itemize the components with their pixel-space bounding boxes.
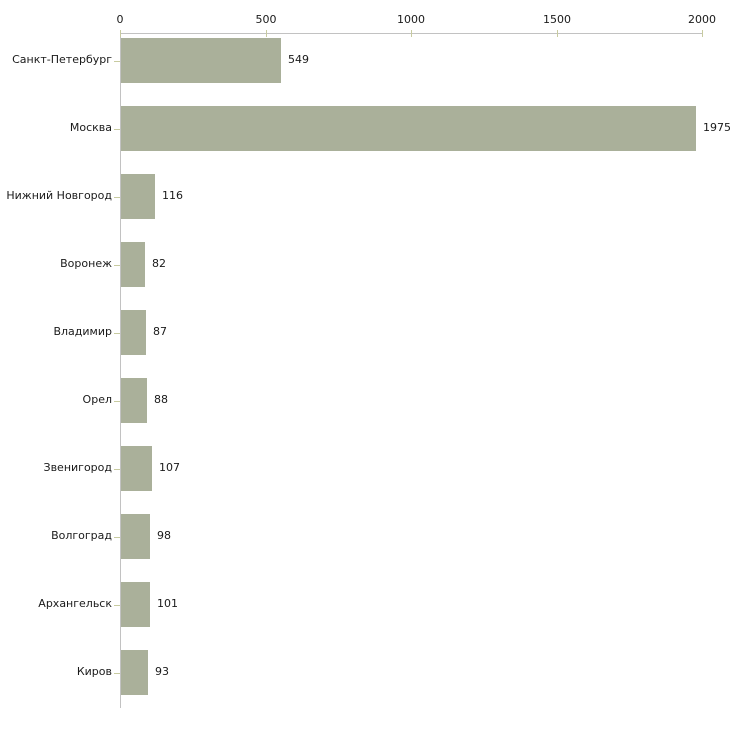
value-label: 1975 bbox=[703, 121, 730, 134]
value-label: 87 bbox=[153, 325, 167, 338]
category-label: Владимир bbox=[53, 325, 112, 338]
value-label: 82 bbox=[152, 257, 166, 270]
bar bbox=[121, 650, 148, 695]
category-label: Санкт-Петербург bbox=[12, 53, 112, 66]
value-label: 93 bbox=[155, 665, 169, 678]
x-axis-tick-mark bbox=[557, 30, 558, 37]
bar bbox=[121, 242, 145, 287]
y-axis-tick-mark bbox=[114, 129, 120, 130]
x-axis-tick-label: 1000 bbox=[397, 13, 425, 26]
x-axis-tick-mark bbox=[411, 30, 412, 37]
bar bbox=[121, 310, 146, 355]
bar bbox=[121, 378, 147, 423]
category-label: Нижний Новгород bbox=[6, 189, 112, 202]
bar bbox=[121, 106, 696, 151]
y-axis-tick-mark bbox=[114, 469, 120, 470]
x-axis-tick-label: 500 bbox=[255, 13, 277, 26]
y-axis-tick-mark bbox=[114, 265, 120, 266]
category-label: Воронеж bbox=[60, 257, 112, 270]
value-label: 549 bbox=[288, 53, 309, 66]
value-label: 101 bbox=[157, 597, 178, 610]
bar bbox=[121, 514, 150, 559]
bar bbox=[121, 174, 155, 219]
y-axis-tick-mark bbox=[114, 673, 120, 674]
x-axis-tick-mark bbox=[266, 30, 267, 37]
value-label: 98 bbox=[157, 529, 171, 542]
category-label: Киров bbox=[76, 665, 112, 678]
category-label: Звенигород bbox=[43, 461, 112, 474]
category-label: Москва bbox=[69, 121, 112, 134]
y-axis-tick-mark bbox=[114, 333, 120, 334]
category-label: Волгоград bbox=[51, 529, 112, 542]
bar bbox=[121, 38, 281, 83]
bar bbox=[121, 446, 152, 491]
y-axis-tick-mark bbox=[114, 537, 120, 538]
bar bbox=[121, 582, 150, 627]
y-axis-tick-mark bbox=[114, 605, 120, 606]
category-label: Архангельск bbox=[38, 597, 112, 610]
category-label: Орел bbox=[82, 393, 112, 406]
value-label: 107 bbox=[159, 461, 180, 474]
y-axis-tick-mark bbox=[114, 61, 120, 62]
y-axis-tick-mark bbox=[114, 197, 120, 198]
x-axis-tick-label: 0 bbox=[116, 13, 124, 26]
x-axis-tick-label: 1500 bbox=[543, 13, 571, 26]
x-axis-tick-mark bbox=[702, 30, 703, 37]
plot-area bbox=[114, 30, 703, 708]
y-axis-tick-mark bbox=[114, 401, 120, 402]
value-label: 116 bbox=[162, 189, 183, 202]
value-label: 88 bbox=[154, 393, 168, 406]
x-axis-tick-mark bbox=[120, 30, 121, 37]
x-axis-tick-label: 2000 bbox=[688, 13, 716, 26]
